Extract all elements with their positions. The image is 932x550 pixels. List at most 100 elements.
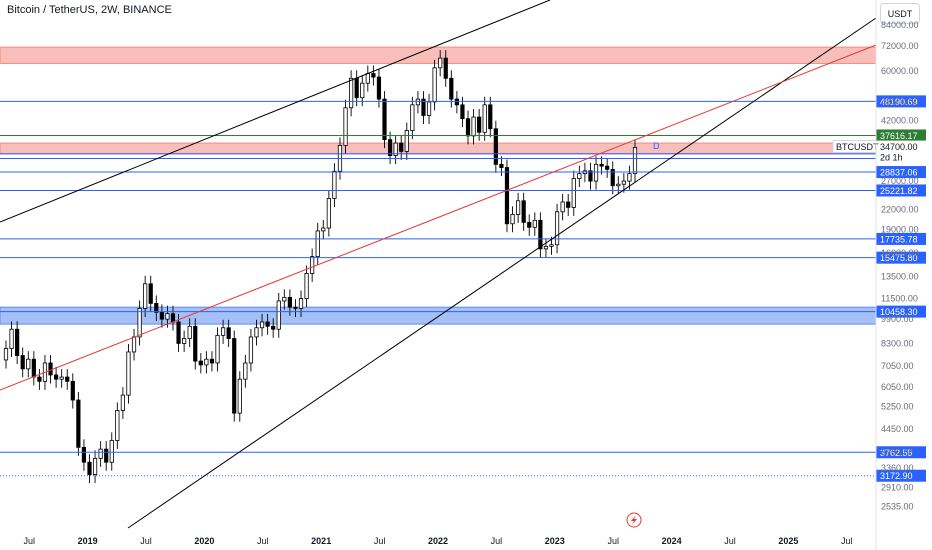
candle-body: [510, 213, 515, 225]
candle-body: [532, 219, 537, 228]
symbol-tag-text: BTCUSDT: [836, 142, 879, 152]
candle-body: [438, 57, 443, 69]
price-level-text: 3762.55: [880, 448, 913, 458]
candle-body: [237, 378, 242, 414]
candle-body: [365, 73, 370, 84]
upper-trend-line: [0, 0, 551, 223]
price-level-tag: [876, 232, 926, 245]
candle-body: [170, 313, 176, 323]
y-tick-label: 7050.00: [881, 361, 914, 371]
candle-body: [321, 227, 326, 232]
candle-body: [354, 77, 359, 99]
candle-body: [360, 82, 365, 99]
candle-body: [226, 327, 231, 339]
candle-body: [87, 461, 92, 475]
price-level-text: 3172.90: [880, 471, 913, 481]
y-tick-label: 19000.00: [881, 224, 919, 234]
candle-body: [516, 200, 521, 215]
zone-0: [0, 46, 877, 64]
currency-button[interactable]: USDT: [880, 3, 920, 24]
candle-body: [549, 244, 554, 247]
candle-body: [488, 104, 493, 130]
x-tick-label: Jul: [841, 536, 853, 546]
candle-body: [465, 118, 471, 137]
candle-body: [393, 142, 398, 156]
candle-body: [154, 303, 159, 313]
candle-body: [426, 101, 432, 116]
candle-body: [627, 173, 632, 182]
candle-body: [115, 410, 120, 441]
candle-body: [92, 457, 98, 475]
candle-body: [554, 211, 560, 246]
price-level-tag: [876, 446, 926, 459]
candle-body: [31, 358, 36, 378]
y-tick-label: 48000.00: [881, 97, 919, 107]
candle-body: [343, 107, 348, 146]
candle-body: [577, 173, 582, 179]
candle-body: [404, 130, 409, 152]
candle-body: [104, 448, 109, 463]
price-level-text: 48190.69: [880, 97, 918, 107]
candle-body: [204, 358, 209, 366]
candle-body: [137, 308, 142, 338]
candle-body: [287, 296, 292, 308]
candle-body: [70, 380, 75, 401]
x-tick-label: Jul: [607, 536, 619, 546]
y-axis: 84000.00 72000.00 60000.00 48000.00 42000.00…: [881, 20, 919, 512]
last-price-text: 34700.00: [880, 142, 918, 152]
event-icon: [626, 512, 642, 528]
candle-body: [165, 313, 170, 320]
red-trend-line: [0, 44, 877, 391]
x-tick-label: Jul: [140, 536, 152, 546]
candle-body: [454, 98, 459, 106]
price-level-tag: [876, 95, 926, 108]
candle-body: [248, 336, 254, 364]
price-level-label-0: 48190.69: [876, 95, 926, 108]
candle-body: [387, 139, 393, 156]
candle-body: [376, 76, 382, 100]
candle-body: [560, 201, 565, 213]
candle-body: [187, 325, 192, 339]
event-icon-bolt: [631, 515, 637, 525]
candle-body: [332, 170, 337, 199]
candle-body: [276, 300, 281, 330]
x-tick-label: 2020: [194, 536, 214, 546]
candle-body: [593, 163, 599, 182]
candle-body: [310, 256, 315, 274]
candle-body: [571, 178, 576, 208]
candle-body: [120, 394, 125, 411]
y-tick-label: 11500.00: [881, 294, 918, 304]
candle-body: [527, 221, 532, 228]
candle-body: [304, 273, 309, 299]
price-level-tag: [876, 129, 926, 142]
candle-body: [293, 306, 298, 309]
event-icon-ring: [626, 512, 642, 528]
price-level-tag: [876, 251, 926, 264]
x-tick-label: Jul: [23, 536, 35, 546]
price-level-label-9: 3762.55: [876, 446, 926, 459]
candle-body: [259, 321, 265, 329]
candle-body: [460, 104, 465, 120]
candle-body: [59, 376, 64, 380]
candle-body: [315, 230, 320, 257]
candle-body: [254, 327, 259, 338]
candle-body: [53, 374, 59, 380]
candle-body: [538, 219, 543, 250]
price-level-tag: [876, 305, 926, 318]
candle-body: [382, 98, 387, 141]
y-tick-label: 42000.00: [881, 115, 919, 125]
candle-body: [588, 170, 593, 182]
candle-body: [605, 165, 610, 170]
candle-body: [98, 448, 103, 459]
candle-body: [610, 168, 615, 187]
y-tick-label: 16000.00: [881, 248, 919, 258]
y-tick-label: 5250.00: [881, 401, 914, 411]
candle-body: [20, 355, 25, 370]
lower-trend-line: [127, 17, 877, 529]
x-tick-label: Jul: [257, 536, 269, 546]
x-tick-label: Jul: [374, 536, 386, 546]
x-tick-label: Jul: [491, 536, 503, 546]
candle-body: [148, 283, 153, 304]
